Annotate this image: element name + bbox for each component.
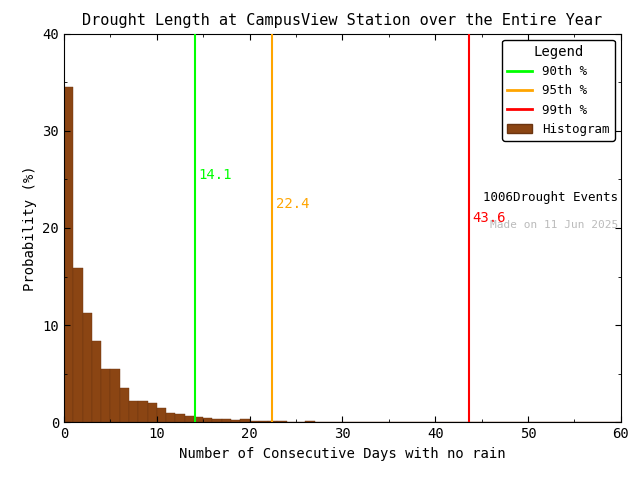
- 99th %: [465, 410, 472, 416]
- 95th %: [268, 420, 276, 425]
- Bar: [184, 416, 194, 422]
- Bar: [111, 369, 120, 422]
- Bar: [250, 421, 259, 422]
- Bar: [147, 403, 157, 422]
- Text: Made on 11 Jun 2025: Made on 11 Jun 2025: [490, 220, 618, 230]
- Bar: [175, 414, 184, 422]
- 99th %: [465, 420, 472, 425]
- Bar: [73, 268, 83, 422]
- Bar: [278, 421, 287, 422]
- Bar: [129, 401, 138, 422]
- Y-axis label: Probability (%): Probability (%): [23, 165, 37, 291]
- Bar: [64, 87, 73, 422]
- Text: 1006Drought Events: 1006Drought Events: [483, 191, 618, 204]
- Bar: [259, 421, 268, 422]
- Bar: [157, 408, 166, 422]
- Bar: [194, 417, 204, 422]
- Legend: 90th %, 95th %, 99th %, Histogram: 90th %, 95th %, 99th %, Histogram: [502, 40, 614, 141]
- Bar: [120, 388, 129, 422]
- Bar: [241, 420, 250, 422]
- Bar: [92, 341, 101, 422]
- 90th %: [191, 420, 198, 425]
- X-axis label: Number of Consecutive Days with no rain: Number of Consecutive Days with no rain: [179, 447, 506, 461]
- Bar: [222, 420, 231, 422]
- Text: 22.4: 22.4: [276, 197, 309, 211]
- Text: 14.1: 14.1: [198, 168, 232, 181]
- 90th %: [191, 410, 198, 416]
- Bar: [268, 421, 277, 422]
- Bar: [83, 312, 92, 422]
- Bar: [212, 419, 222, 422]
- Text: 43.6: 43.6: [472, 211, 506, 225]
- 95th %: [268, 410, 276, 416]
- Bar: [305, 421, 314, 422]
- Bar: [166, 413, 175, 422]
- Bar: [138, 401, 148, 422]
- Bar: [204, 418, 212, 422]
- Bar: [231, 420, 241, 422]
- Bar: [101, 369, 111, 422]
- Title: Drought Length at CampusView Station over the Entire Year: Drought Length at CampusView Station ove…: [83, 13, 602, 28]
